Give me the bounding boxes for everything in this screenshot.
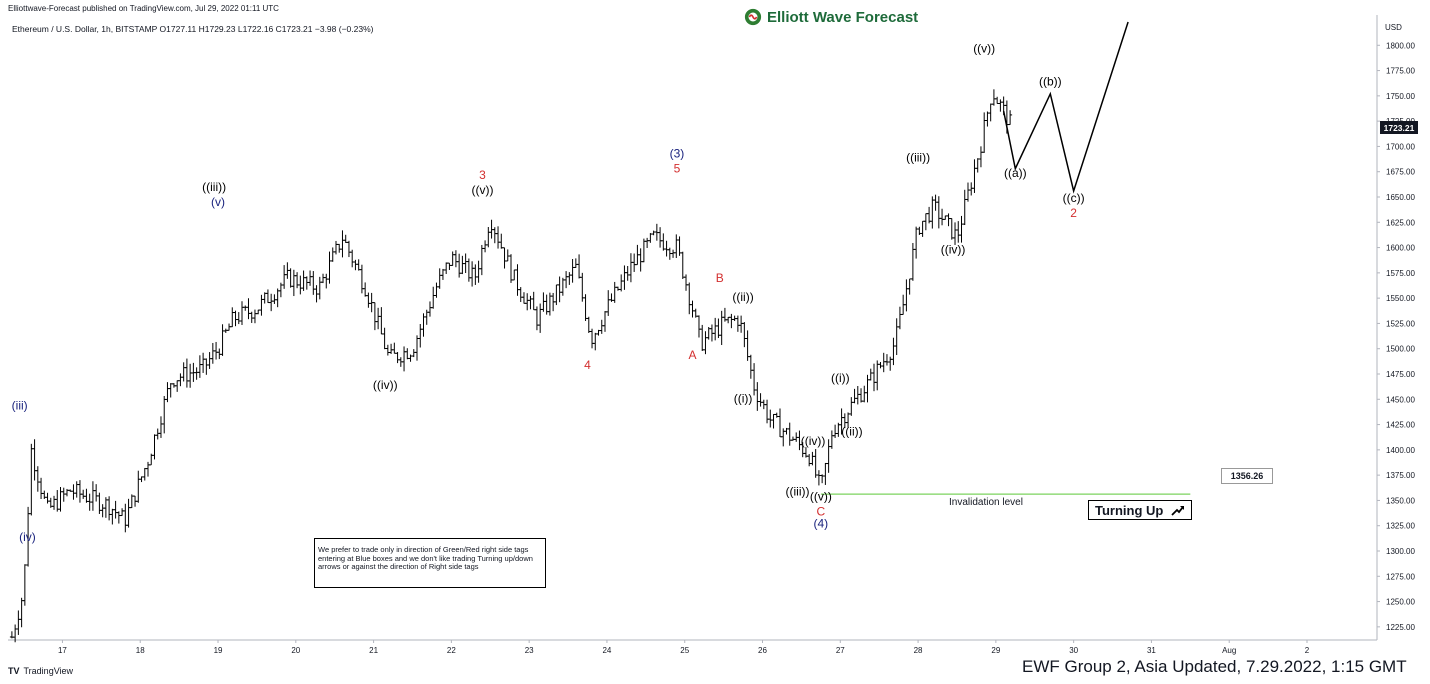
symbol-info: Ethereum / U.S. Dollar, 1h, BITSTAMP O17… [12,24,374,34]
y-tick-label: 1700.00 [1386,142,1415,151]
x-tick-label: 2 [1305,646,1310,655]
wave-label: B [716,271,724,285]
y-tick-label: 1425.00 [1386,421,1415,430]
last-price-tag: 1723.21 [1380,121,1418,134]
wave-label: A [688,348,696,362]
x-tick-label: 28 [914,646,923,655]
x-tick-label: 31 [1147,646,1156,655]
published-header: Elliottwave-Forecast published on Tradin… [8,4,279,13]
x-tick-label: Aug [1222,646,1236,655]
wave-label: ((v)) [973,41,995,55]
invalidation-price-label: 1356.26 [1221,468,1273,484]
wave-label: ((v)) [471,183,493,197]
x-tick-label: 23 [525,646,534,655]
brand-logo: Elliott Wave Forecast [744,8,918,26]
turning-up-label: Turning Up [1095,502,1164,518]
y-tick-label: 1575.00 [1386,269,1415,278]
x-tick-label: 29 [991,646,1000,655]
x-tick-label: 21 [369,646,378,655]
wave-label: ((iv)) [941,243,966,257]
wave-label: 5 [674,162,681,176]
wave-label: ((i)) [831,371,850,385]
invalidation-level-label: Invalidation level [949,497,1023,508]
wave-label: 3 [479,168,486,182]
wave-label: ((i)) [734,391,753,405]
y-tick-label: 1550.00 [1386,294,1415,303]
y-tick-label: 1450.00 [1386,395,1415,404]
wave-label: ((iii)) [786,484,810,498]
update-label: EWF Group 2, Asia Updated, 7.29.2022, 1:… [1022,657,1407,676]
elliott-wave-logo-icon [744,8,762,26]
wave-label: (v) [211,195,225,209]
wave-label: (4) [814,517,829,531]
x-tick-label: 27 [836,646,845,655]
y-tick-label: 1800.00 [1386,41,1415,50]
x-tick-label: 30 [1069,646,1078,655]
wave-label: (iii) [12,398,28,412]
tradingview-footer: TV TradingView [8,666,73,676]
wave-label: ((iv)) [801,434,826,448]
x-tick-label: 22 [447,646,456,655]
y-tick-label: 1675.00 [1386,168,1415,177]
y-tick-label: 1625.00 [1386,218,1415,227]
x-tick-label: 17 [58,646,67,655]
wave-label: ((v)) [810,489,832,503]
y-tick-label: 1275.00 [1386,572,1415,581]
x-tick-label: 26 [758,646,767,655]
y-tick-label: 1750.00 [1386,92,1415,101]
wave-label: (3) [670,147,685,161]
wave-label: ((iv)) [373,378,398,392]
tradingview-logo-icon: TV [8,666,20,676]
y-tick-label: 1325.00 [1386,522,1415,531]
wave-label: ((ii)) [841,425,862,439]
wave-label: ((ii)) [732,290,753,304]
wave-label: ((iii)) [202,180,226,194]
tradingview-text: TradingView [23,666,74,676]
y-tick-label: 1225.00 [1386,623,1415,632]
x-tick-label: 20 [291,646,300,655]
brand-name: Elliott Wave Forecast [767,8,919,26]
arrow-up-right-icon [1171,506,1184,516]
wave-label: ((b)) [1039,75,1062,89]
y-tick-label: 1500.00 [1386,345,1415,354]
y-tick-label: 1400.00 [1386,446,1415,455]
wave-label: ((c)) [1063,191,1085,205]
wave-label: C [817,505,826,519]
y-tick-label: 1350.00 [1386,496,1415,505]
projection-path [1002,21,1129,194]
y-tick-label: 1650.00 [1386,193,1415,202]
trading-note: We prefer to trade only in direction of … [314,538,546,588]
wave-label: 2 [1070,206,1077,220]
y-tick-label: 1600.00 [1386,244,1415,253]
y-tick-label: 1525.00 [1386,319,1415,328]
y-tick-label: 1775.00 [1386,67,1415,76]
y-tick-label: 1375.00 [1386,471,1415,480]
y-tick-label: 1300.00 [1386,547,1415,556]
x-tick-label: 24 [602,646,611,655]
wave-label: 4 [584,358,591,372]
turning-up-badge: Turning Up [1088,500,1192,520]
y-tick-label: 1475.00 [1386,370,1415,379]
x-tick-label: 18 [136,646,145,655]
wave-label: (iv) [19,530,36,544]
wave-label: ((iii)) [906,151,930,165]
y-tick-label: 1250.00 [1386,598,1415,607]
x-tick-label: 25 [680,646,689,655]
currency-label: USD [1385,23,1402,32]
wave-label: ((a)) [1004,166,1027,180]
x-tick-label: 19 [214,646,223,655]
